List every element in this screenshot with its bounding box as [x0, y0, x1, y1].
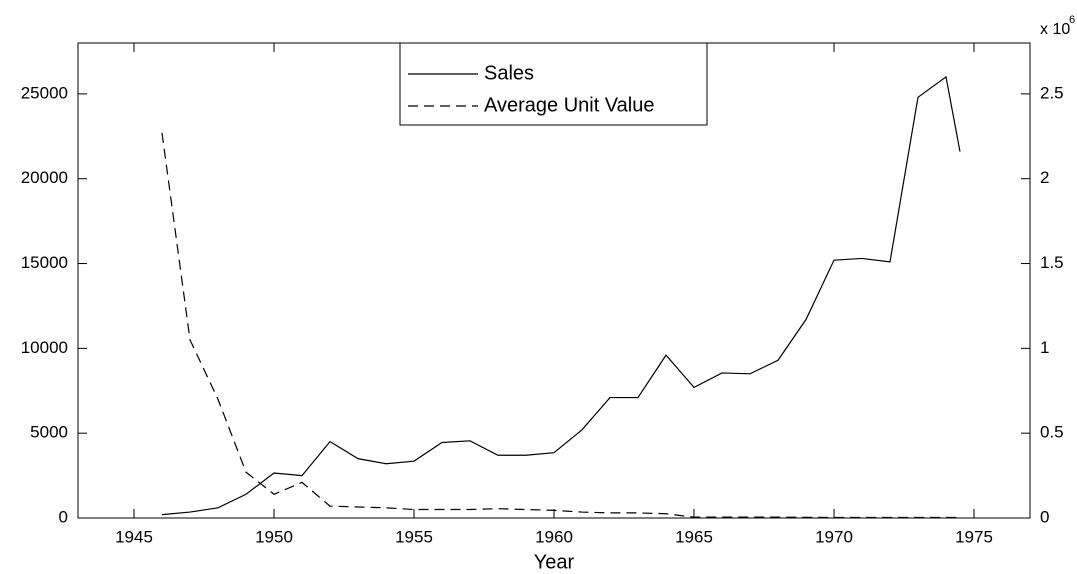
y-tick-label: 20000 — [21, 168, 68, 187]
y2-tick-label: 2 — [1040, 168, 1049, 187]
series-line — [161, 132, 960, 519]
x-tick-label: 1970 — [815, 527, 853, 546]
legend-label: Average Unit Value — [484, 94, 654, 116]
x-tick-label: 1955 — [395, 527, 433, 546]
series-line — [161, 75, 961, 516]
x-tick-label: 1965 — [675, 527, 713, 546]
y-tick-label: 0 — [59, 507, 68, 526]
y2-tick-label: 1.5 — [1040, 253, 1064, 272]
x-tick-label: 1960 — [535, 527, 573, 546]
y-tick-label: 5000 — [30, 423, 68, 442]
x-axis-label: Year — [534, 551, 575, 573]
legend-box — [399, 42, 708, 126]
x-tick-label: 1975 — [955, 527, 993, 546]
x-tick-label: 1945 — [115, 527, 153, 546]
y-tick-label: 25000 — [21, 83, 68, 102]
y-tick-label: 10000 — [21, 338, 68, 357]
legend-label: Sales — [484, 62, 534, 84]
x-tick-label: 1950 — [255, 527, 293, 546]
y2-multiplier-exponent: 6 — [1069, 14, 1075, 26]
y2-tick-label: 0.5 — [1040, 423, 1064, 442]
y2-tick-label: 2.5 — [1040, 83, 1064, 102]
y2-multiplier: x 10 — [1040, 21, 1070, 38]
y2-tick-label: 0 — [1040, 507, 1049, 526]
y2-tick-label: 1 — [1040, 338, 1049, 357]
y-tick-label: 15000 — [21, 253, 68, 272]
